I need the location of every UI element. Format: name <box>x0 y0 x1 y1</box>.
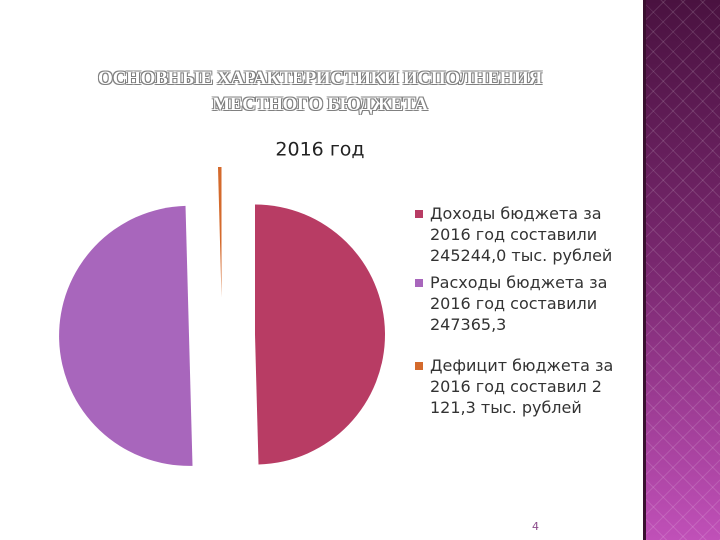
legend-swatch <box>415 210 423 218</box>
legend-label: Доходы бюджета за 2016 год составили 245… <box>430 204 613 265</box>
page-number: 4 <box>532 520 539 533</box>
legend-entry: Расходы бюджета за 2016 год составили 24… <box>415 272 615 335</box>
pie-slice <box>59 205 193 466</box>
legend-label: Дефицит бюджета за 2016 год составил 2 1… <box>430 356 614 417</box>
legend: Доходы бюджета за 2016 год составили 245… <box>415 203 615 418</box>
slide-title: МЕСТНОГО БЮДЖЕТА <box>212 94 428 115</box>
decor-stripe <box>643 0 720 540</box>
pie-slice <box>217 167 222 298</box>
legend-entry: Дефицит бюджета за 2016 год составил 2 1… <box>415 355 615 418</box>
pie-slice <box>254 204 385 465</box>
chart-title: 2016 год <box>275 139 364 161</box>
legend-swatch <box>415 279 423 287</box>
legend-label: Расходы бюджета за 2016 год составили 24… <box>430 273 608 334</box>
slide-title: ОСНОВНЫЕ ХАРАКТЕРИСТИКИ ИСПОЛНЕНИЯ <box>98 68 542 89</box>
legend-entry: Доходы бюджета за 2016 год составили 245… <box>415 203 615 266</box>
legend-swatch <box>415 362 423 370</box>
